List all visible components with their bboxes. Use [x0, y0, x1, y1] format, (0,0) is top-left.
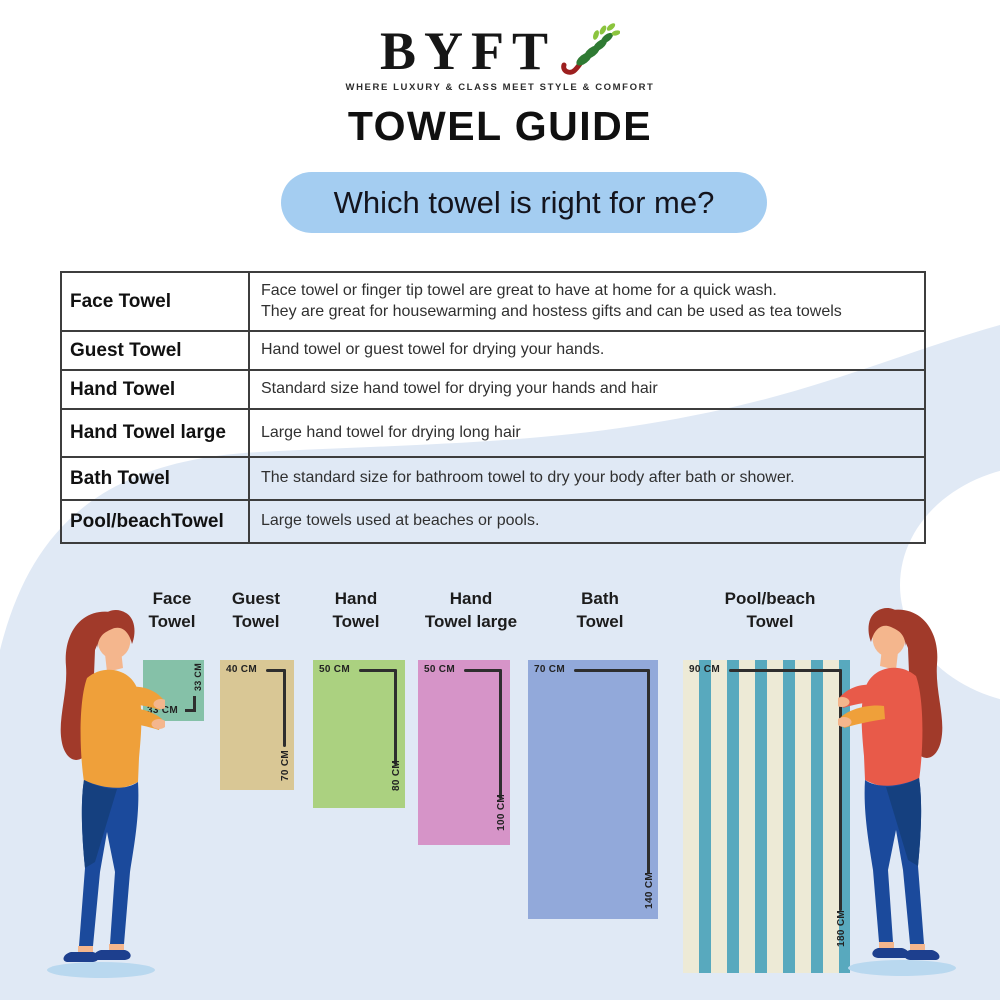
towel-name-face: Face Towel: [148, 589, 196, 631]
guest-towel-width-label: 40 CM: [226, 664, 257, 675]
header: BYFT WHERE LUXURY & CLASS MEET STYLE & C…: [0, 20, 1000, 150]
table-row: Pool/beachTowel Large towels used at bea…: [60, 499, 926, 544]
face-towel-height-label: 33 CM: [193, 663, 203, 692]
row-label: Hand Towel: [60, 369, 250, 410]
towel-name-bath: Bath Towel: [576, 589, 624, 631]
dimension-line: [394, 669, 397, 765]
brand-tagline: WHERE LUXURY & CLASS MEET STYLE & COMFOR…: [345, 82, 655, 93]
dimension-line: [464, 669, 502, 672]
row-description: The standard size for bathroom towel to …: [248, 456, 926, 501]
row-label: Face Towel: [60, 271, 250, 332]
brand-name: BYFT: [379, 21, 557, 81]
face-towel-width-label: 33 CM: [147, 705, 178, 716]
woman-illustration-left: [47, 610, 165, 978]
row-label: Guest Towel: [60, 330, 250, 371]
brand-logo: BYFT: [379, 20, 621, 82]
dimension-line: [499, 669, 502, 799]
bath-towel-swatch: 70 CM 140 CM: [528, 660, 658, 919]
row-description: Standard size hand towel for drying your…: [248, 369, 926, 410]
pool-beach-towel-swatch: 90 CM 180 CM: [683, 660, 850, 973]
shadow: [848, 960, 956, 976]
hand-towel-length-label: 80 CM: [391, 760, 402, 791]
dimension-line: [185, 709, 196, 712]
row-label: Pool/beachTowel: [60, 499, 250, 544]
row-label: Hand Towel large: [60, 408, 250, 458]
table-row: Bath Towel The standard size for bathroo…: [60, 456, 926, 501]
row-label: Bath Towel: [60, 456, 250, 501]
row-description: Large hand towel for drying long hair: [248, 408, 926, 458]
hand-towel-width-label: 50 CM: [319, 664, 350, 675]
dimension-line: [193, 696, 196, 712]
table-row: Guest Towel Hand towel or guest towel fo…: [60, 330, 926, 371]
towel-name-hand: Hand Towel: [332, 589, 380, 631]
towel-name-pool-beach: Pool/beach Towel: [724, 589, 816, 631]
dimension-line: [647, 669, 650, 874]
shadow: [47, 962, 155, 978]
dimension-line: [283, 669, 286, 747]
page-title: TOWEL GUIDE: [347, 103, 653, 149]
hand-towel-large-swatch: 50 CM 100 CM: [418, 660, 510, 845]
dimension-line: [266, 669, 286, 672]
hand-towel-large-length-label: 100 CM: [496, 794, 507, 831]
row-description: Face towel or finger tip towel are great…: [248, 271, 926, 332]
question-pill: Which towel is right for me?: [281, 172, 767, 233]
bath-towel-width-label: 70 CM: [534, 664, 565, 675]
towel-name-guest: Guest Towel: [231, 589, 281, 631]
hand-towel-swatch: 50 CM 80 CM: [313, 660, 405, 808]
towel-info-table: Face Towel Face towel or finger tip towe…: [60, 271, 926, 544]
bath-towel-length-label: 140 CM: [644, 872, 655, 909]
guest-towel-swatch: 40 CM 70 CM: [220, 660, 294, 790]
face-towel-swatch: 33 CM 33 CM: [143, 660, 204, 721]
table-row: Face Towel Face towel or finger tip towe…: [60, 271, 926, 332]
leaf-sprig-icon: [561, 23, 621, 75]
towel-name-hand-large: Hand Towel large: [424, 589, 518, 631]
table-row: Hand Towel Standard size hand towel for …: [60, 369, 926, 410]
row-description: Large towels used at beaches or pools.: [248, 499, 926, 544]
dimension-line: [729, 669, 842, 672]
hand-towel-large-width-label: 50 CM: [424, 664, 455, 675]
woman-illustration-right: [838, 608, 956, 976]
dimension-line: [574, 669, 650, 672]
dimension-line: [839, 669, 842, 911]
row-description: Hand towel or guest towel for drying you…: [248, 330, 926, 371]
dimension-line: [359, 669, 397, 672]
table-row: Hand Towel large Large hand towel for dr…: [60, 408, 926, 458]
guest-towel-length-label: 70 CM: [280, 750, 291, 781]
pool-towel-width-label: 90 CM: [689, 664, 720, 675]
